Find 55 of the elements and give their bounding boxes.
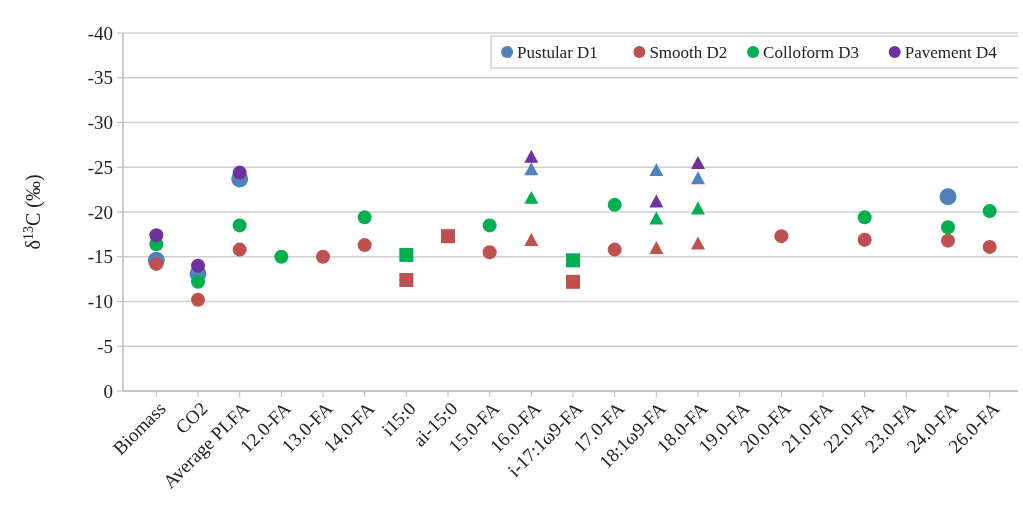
y-tick-label: -10	[87, 291, 113, 313]
point	[941, 220, 955, 235]
y-tick-label: -35	[87, 67, 113, 89]
point	[607, 242, 622, 257]
point	[941, 233, 955, 248]
point	[607, 197, 622, 212]
legend-label: Pavement D4	[904, 42, 998, 62]
y-tick-label: -40	[87, 22, 113, 44]
point	[857, 210, 872, 225]
point	[399, 273, 414, 288]
point	[232, 242, 247, 257]
point	[982, 204, 997, 219]
point	[441, 229, 455, 244]
point	[691, 201, 705, 215]
point	[649, 241, 664, 254]
point	[857, 232, 872, 247]
x-tick-label: CO2	[171, 397, 212, 438]
point	[691, 171, 705, 185]
point	[357, 238, 372, 253]
legend-label: Smooth D2	[649, 42, 728, 62]
point	[939, 188, 957, 206]
y-tick-label: -15	[87, 246, 113, 268]
point	[524, 190, 539, 204]
point	[232, 165, 247, 180]
point	[524, 232, 539, 246]
point	[191, 274, 205, 289]
point	[149, 256, 164, 271]
point	[982, 239, 997, 254]
y-tick-label: -25	[87, 156, 113, 178]
y-tick-label: -30	[87, 112, 113, 134]
point	[774, 229, 789, 244]
point	[649, 194, 664, 208]
y-tick-label: -5	[97, 335, 113, 357]
point	[566, 253, 580, 268]
point	[524, 162, 539, 176]
point	[149, 228, 164, 243]
legend-label: Colloform D3	[763, 42, 859, 62]
point	[691, 155, 705, 169]
point	[191, 292, 205, 307]
point	[566, 274, 580, 289]
point	[357, 210, 372, 225]
point	[399, 247, 414, 262]
point	[649, 211, 664, 225]
point	[316, 249, 330, 264]
legend-label: Pustular D1	[517, 42, 598, 62]
point	[232, 218, 247, 233]
point	[482, 245, 497, 260]
point	[649, 163, 664, 177]
point	[691, 236, 705, 250]
y-tick-label: 0	[103, 380, 113, 402]
point	[191, 258, 205, 273]
point	[274, 249, 289, 264]
point	[524, 149, 539, 163]
point	[482, 218, 497, 233]
y-tick-label: -20	[87, 201, 113, 223]
